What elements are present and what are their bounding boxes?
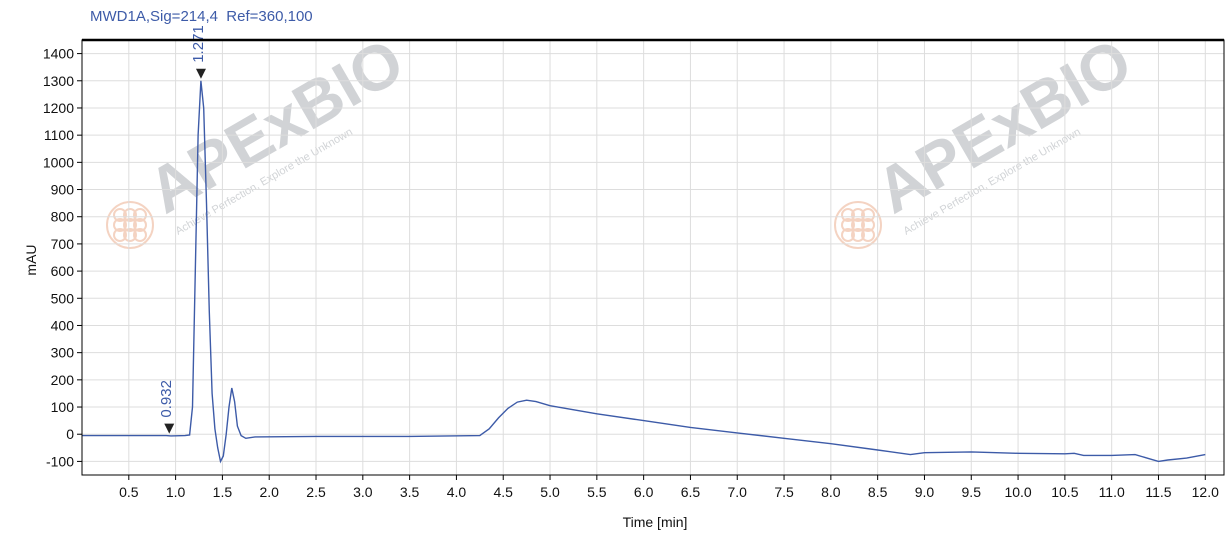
peak-label: 1.271 (190, 25, 207, 63)
y-tick-label: 1300 (43, 73, 74, 89)
x-tick-label: 4.5 (493, 484, 513, 500)
x-tick-label: 3.5 (400, 484, 420, 500)
x-tick-label: 10.5 (1051, 484, 1078, 500)
x-tick-label: 6.0 (634, 484, 654, 500)
svg-text:APExBIO: APExBIO (864, 24, 1143, 227)
y-tick-label: 1400 (43, 46, 74, 62)
x-tick-label: 9.0 (915, 484, 935, 500)
y-tick-label: 500 (51, 290, 75, 306)
chromatogram-trace (82, 80, 1206, 464)
y-axis-label: mAU (23, 244, 39, 275)
x-tick-label: 12.0 (1192, 484, 1219, 500)
axes-layer: -100 0 100 200 300 400 500 600 700 800 900 1000 1100… (43, 38, 1225, 500)
y-tick-label: 700 (51, 236, 75, 252)
x-tick-label: 3.0 (353, 484, 373, 500)
x-tick-label: 5.5 (587, 484, 607, 500)
y-tick-label: 1100 (44, 127, 74, 143)
y-tick-label: 300 (51, 345, 75, 361)
x-tick-label: 0.5 (119, 484, 139, 500)
y-tick-label: 800 (51, 209, 75, 225)
x-tick-label: 10.0 (1004, 484, 1031, 500)
y-tick-label: 100 (51, 399, 75, 415)
x-tick-label: 11.0 (1099, 484, 1125, 500)
y-tick-label: -100 (46, 453, 74, 469)
x-tick-label: 9.5 (962, 484, 982, 500)
x-tick-label: 5.0 (540, 484, 560, 500)
series-layer (82, 80, 1206, 464)
peak-label: 0.932 (158, 380, 175, 418)
x-tick-label: 1.0 (166, 484, 186, 500)
x-axis-label: Time [min] (623, 514, 688, 530)
y-tick-label: 0 (66, 426, 74, 442)
x-tick-label: 2.5 (306, 484, 326, 500)
peak-markers: 0.932 1.271 (158, 25, 207, 434)
y-tick-label: 600 (51, 263, 75, 279)
x-tick-label: 11.5 (1145, 484, 1171, 500)
y-tick-label: 1200 (43, 100, 74, 116)
grid-layer (82, 40, 1224, 475)
y-tick-label: 400 (51, 317, 75, 333)
x-tick-label: 7.5 (774, 484, 794, 500)
peak-marker-icon (164, 423, 175, 434)
y-tick-label: 900 (51, 182, 75, 198)
signal-title: MWD1A,Sig=214,4 Ref=360,100 (90, 8, 313, 25)
x-tick-label: 8.5 (868, 484, 888, 500)
x-tick-label: 1.5 (213, 484, 233, 500)
x-tick-label: 6.5 (681, 484, 701, 500)
y-tick-label: 200 (51, 372, 75, 388)
y-tick-label: 1000 (43, 154, 74, 170)
x-tick-label: 8.0 (821, 484, 841, 500)
x-tick-label: 2.0 (259, 484, 279, 500)
svg-text:APExBIO: APExBIO (136, 24, 415, 227)
peak-marker-icon (195, 68, 206, 79)
x-tick-label: 4.0 (447, 484, 467, 500)
x-tick-label: 7.0 (728, 484, 748, 500)
